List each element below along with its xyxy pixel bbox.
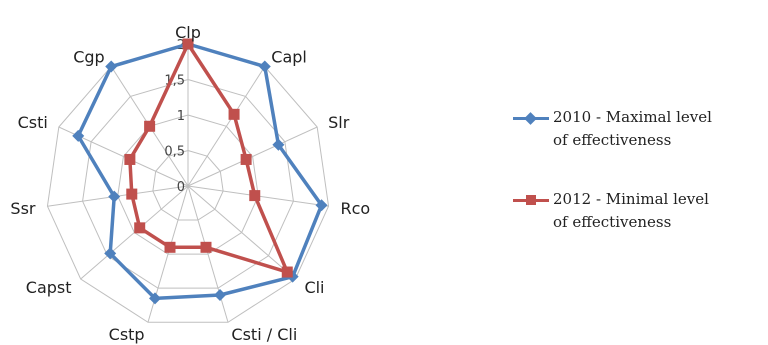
data-point-rco xyxy=(249,190,261,202)
legend-square-marker xyxy=(526,195,536,205)
legend-swatch-2010 xyxy=(513,112,549,125)
legend-label-2012-line1: 2012 - Minimal level xyxy=(553,190,709,208)
grid-ring xyxy=(46,43,330,323)
axis-label-capl: Capl xyxy=(271,47,307,66)
data-point-cstp xyxy=(148,292,161,305)
data-point-capst xyxy=(104,247,117,260)
series-line-1 xyxy=(128,42,290,274)
axis-label-cgp: Cgp xyxy=(73,47,104,66)
axis-label-ssr: Ssr xyxy=(10,199,35,218)
series-1 xyxy=(124,38,293,278)
data-point-clp xyxy=(182,38,194,50)
grid-ring xyxy=(117,114,259,255)
axis-label-clp: Clp xyxy=(175,23,201,42)
axis-label-csti-cli: Csti / Cli xyxy=(231,325,297,344)
legend-label-2010-line1: 2010 - Maximal level xyxy=(553,108,712,126)
radial-tick-labels: 00,511,52 xyxy=(164,38,185,195)
grid-ring xyxy=(152,149,224,221)
legend-label-2012: 2012 - Minimal level of effectiveness xyxy=(553,188,763,234)
legend-label-2010-line2: of effectiveness xyxy=(553,131,672,149)
series-0 xyxy=(72,38,328,305)
axis-labels: Clp Capl Slr Rco Cli Csti / Cli Cstp Capst Ssr Cs… xyxy=(10,23,370,344)
legend-swatch-2012 xyxy=(513,195,549,206)
spoke-capl xyxy=(187,66,266,187)
data-point-cstp xyxy=(164,241,176,253)
data-point-cli xyxy=(281,266,293,278)
radar-series xyxy=(72,38,328,305)
axis-label-slr: Slr xyxy=(328,113,350,132)
spoke-slr xyxy=(187,126,318,187)
spoke-cli xyxy=(187,185,296,280)
data-point-ssr xyxy=(108,190,121,203)
data-point-csti xyxy=(124,153,136,165)
data-point-capl xyxy=(228,108,240,120)
axis-label-csti: Csti xyxy=(18,113,48,132)
legend-label-2012-line2: of effectiveness xyxy=(553,213,672,231)
axis-label-capst: Capst xyxy=(26,278,72,297)
axis-label-rco: Rco xyxy=(341,199,371,218)
radial-tick-label: 0,5 xyxy=(164,145,185,160)
data-point-rco xyxy=(315,199,328,212)
legend-diamond-marker xyxy=(524,112,537,125)
data-point-capl xyxy=(258,60,271,73)
series-line-0 xyxy=(76,42,324,301)
data-point-ssr xyxy=(126,188,138,200)
data-point-capst xyxy=(134,222,146,234)
data-point-slr xyxy=(240,153,252,165)
data-point-cgp xyxy=(144,120,156,132)
data-point-slr xyxy=(272,138,285,151)
axis-label-cstp: Cstp xyxy=(109,325,145,344)
radial-tick-label: 1 xyxy=(177,109,185,124)
data-point-cgp xyxy=(105,60,118,73)
axis-label-cli: Cli xyxy=(304,278,324,297)
data-point-csti-cli xyxy=(214,288,227,301)
radar-spokes xyxy=(47,44,329,323)
legend-label-2010: 2010 - Maximal level of effectiveness xyxy=(553,106,763,152)
data-point-csti-cli xyxy=(200,241,212,253)
radial-tick-label: 0 xyxy=(177,180,185,195)
data-point-csti xyxy=(72,129,85,142)
